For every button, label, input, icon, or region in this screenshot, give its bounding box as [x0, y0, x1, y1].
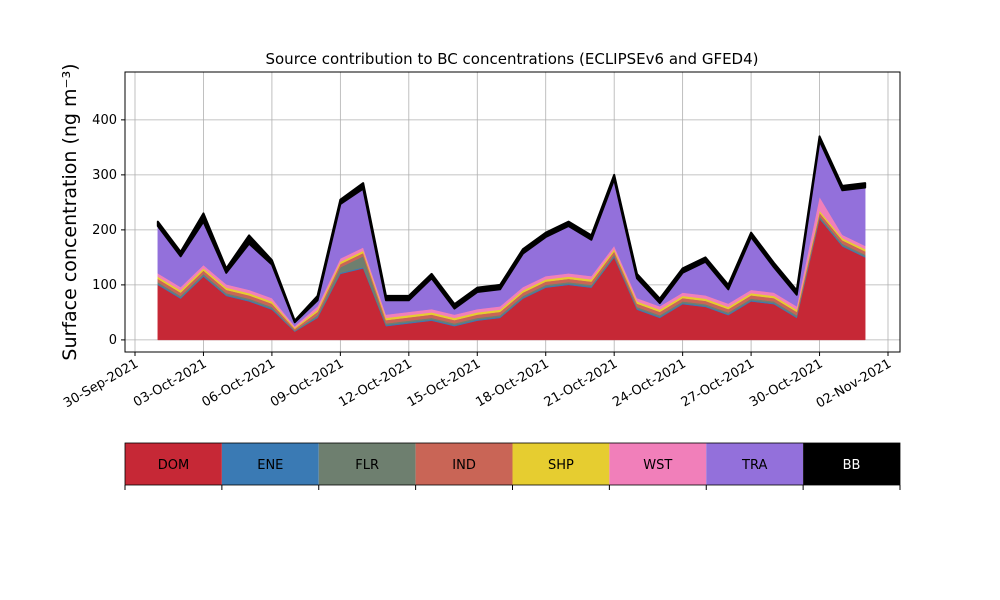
x-tick-label: 21-Oct-2021 — [542, 356, 620, 410]
legend-label: TRA — [741, 458, 767, 473]
chart-title: Source contribution to BC concentrations… — [265, 50, 758, 68]
legend-label: BB — [843, 458, 861, 473]
y-axis-label: Surface concentration (ng m⁻³) — [59, 63, 81, 360]
x-tick-label: 30-Oct-2021 — [747, 356, 825, 410]
legend-swatch — [125, 443, 222, 485]
x-tick-label: 12-Oct-2021 — [336, 356, 414, 410]
y-tick-label: 0 — [109, 333, 117, 348]
legend-swatch — [415, 443, 513, 485]
x-tick-label: 30-Sep-2021 — [61, 356, 141, 411]
legend-label: SHP — [548, 458, 574, 473]
legend-label: ENE — [257, 458, 283, 473]
legend-swatch — [609, 443, 707, 485]
x-tick-label: 15-Oct-2021 — [405, 356, 483, 410]
y-tick-label: 400 — [92, 113, 117, 128]
plot-frame — [124, 71, 901, 353]
x-tick-label: 09-Oct-2021 — [268, 356, 346, 410]
legend-label: IND — [452, 458, 476, 473]
y-tick-label: 200 — [92, 223, 117, 238]
legend-swatch — [318, 443, 416, 485]
x-tick-label: 18-Oct-2021 — [473, 356, 551, 410]
legend-frame — [124, 442, 901, 486]
legend-label: DOM — [158, 458, 189, 473]
x-tick-label: 27-Oct-2021 — [679, 356, 757, 410]
x-tick-label: 03-Oct-2021 — [131, 356, 209, 410]
y-tick-label: 300 — [92, 168, 117, 183]
legend-label: FLR — [355, 458, 379, 473]
legend-swatch — [706, 443, 804, 485]
y-tick-label: 100 — [92, 278, 117, 293]
area-bb — [156, 135, 867, 324]
legend-swatch — [512, 443, 610, 485]
x-tick-label: 02-Nov-2021 — [814, 356, 894, 411]
legend-swatch — [803, 443, 900, 485]
legend-label: WST — [643, 458, 672, 473]
legend-swatch — [221, 443, 319, 485]
x-tick-label: 24-Oct-2021 — [610, 356, 688, 410]
x-tick-label: 06-Oct-2021 — [200, 356, 278, 410]
